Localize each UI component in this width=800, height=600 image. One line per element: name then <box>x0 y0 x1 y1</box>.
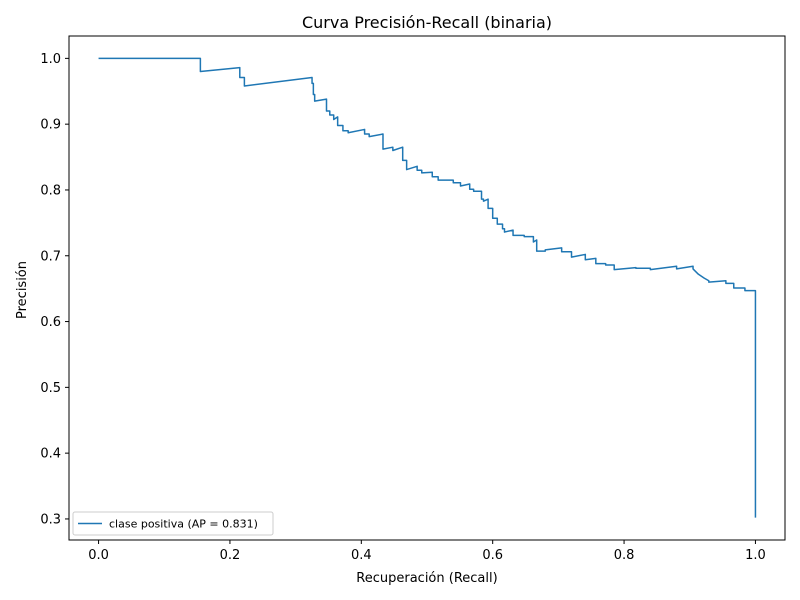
x-axis-label: Recuperación (Recall) <box>356 571 497 586</box>
y-tick-label: 0.4 <box>40 447 61 462</box>
y-tick-label: 0.7 <box>40 249 61 264</box>
x-tick-label: 0.6 <box>482 548 503 563</box>
x-tick-label: 0.2 <box>220 548 241 563</box>
y-tick-label: 0.9 <box>40 118 61 133</box>
series-line-0 <box>98 57 757 518</box>
y-tick-label: 1.0 <box>40 52 61 67</box>
x-tick-label: 0.0 <box>88 548 109 563</box>
y-tick-label: 0.5 <box>40 381 61 396</box>
legend: clase positiva (AP = 0.831) <box>72 511 274 536</box>
legend-box <box>72 511 274 536</box>
y-axis-label: Precisión <box>15 261 30 319</box>
legend-label: clase positiva (AP = 0.831) <box>109 518 258 531</box>
x-tick-label: 1.0 <box>745 548 766 563</box>
plot-layer <box>98 57 757 518</box>
x-axis-ticks: 0.0 0.2 0.4 0.6 0.8 1.0 <box>88 540 766 563</box>
chart-title: Curva Precisión-Recall (binaria) <box>302 13 552 32</box>
y-tick-label: 0.8 <box>40 183 61 198</box>
y-tick-label: 0.3 <box>40 512 61 527</box>
x-tick-label: 0.4 <box>351 548 372 563</box>
axes-frame <box>68 35 786 541</box>
x-tick-label: 0.8 <box>614 548 635 563</box>
y-axis-ticks: 0.3 0.4 0.5 0.6 0.7 0.8 0.9 1.0 <box>40 52 69 527</box>
y-tick-label: 0.6 <box>40 315 61 330</box>
